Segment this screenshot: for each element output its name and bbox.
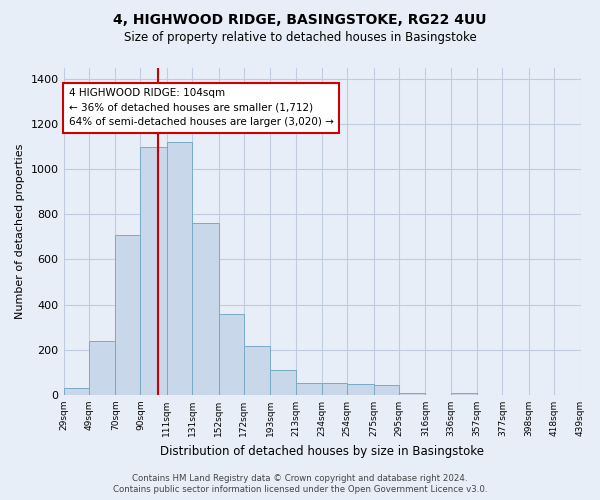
Bar xyxy=(451,392,477,395)
Y-axis label: Number of detached properties: Number of detached properties xyxy=(15,144,25,319)
Bar xyxy=(374,385,399,395)
Bar xyxy=(140,146,167,395)
Text: Contains HM Land Registry data © Crown copyright and database right 2024.
Contai: Contains HM Land Registry data © Crown c… xyxy=(113,474,487,494)
Bar xyxy=(347,384,374,395)
Bar xyxy=(296,382,322,395)
Bar xyxy=(218,314,244,395)
Bar xyxy=(399,392,425,395)
Bar xyxy=(192,224,218,395)
Text: 4, HIGHWOOD RIDGE, BASINGSTOKE, RG22 4UU: 4, HIGHWOOD RIDGE, BASINGSTOKE, RG22 4UU xyxy=(113,12,487,26)
Text: Size of property relative to detached houses in Basingstoke: Size of property relative to detached ho… xyxy=(124,31,476,44)
X-axis label: Distribution of detached houses by size in Basingstoke: Distribution of detached houses by size … xyxy=(160,444,484,458)
Text: 4 HIGHWOOD RIDGE: 104sqm
← 36% of detached houses are smaller (1,712)
64% of sem: 4 HIGHWOOD RIDGE: 104sqm ← 36% of detach… xyxy=(68,88,334,128)
Bar xyxy=(89,340,115,395)
Bar xyxy=(271,370,296,395)
Bar xyxy=(167,142,192,395)
Bar xyxy=(244,346,271,395)
Bar xyxy=(64,388,89,395)
Bar xyxy=(322,382,347,395)
Bar xyxy=(115,234,140,395)
